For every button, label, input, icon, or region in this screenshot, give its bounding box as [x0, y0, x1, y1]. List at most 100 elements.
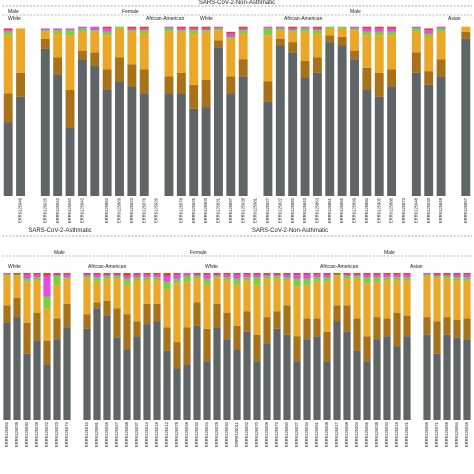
bar-segment	[403, 315, 411, 337]
bar-segment	[288, 42, 298, 53]
bar-segment	[164, 28, 174, 32]
bar-segment	[293, 273, 301, 275]
bar-segment	[443, 275, 451, 279]
bar-segment	[243, 273, 251, 275]
bar-segment	[53, 28, 63, 31]
bar-segment	[183, 281, 191, 328]
bar-segment	[53, 74, 63, 196]
bar-segment	[127, 28, 137, 31]
bar-segment	[123, 275, 131, 279]
bar-segment	[453, 280, 461, 321]
bar-segment	[3, 93, 13, 123]
bar-segment	[283, 273, 291, 275]
bar-segment	[53, 275, 61, 285]
bar-segment	[90, 52, 100, 67]
bar-segment	[90, 30, 100, 32]
bar-segment	[393, 346, 401, 420]
bar-segment	[300, 78, 310, 196]
bar-segment	[102, 26, 112, 29]
bar-segment	[53, 30, 63, 34]
bar-segment	[283, 274, 291, 278]
x-tick-label: ERR9126062	[4, 421, 9, 447]
bar-segment	[362, 28, 372, 32]
bar-segment	[233, 284, 241, 326]
x-tick-label: ERR9125869	[117, 197, 122, 223]
bottom-panel: SARS-CoV-2-Asthmatic SARS-CoV-2-Non-Asthm…	[2, 228, 472, 447]
bar-segment	[373, 277, 381, 282]
bar-segment	[103, 278, 111, 301]
bar-segment	[363, 274, 371, 278]
bar-segment	[424, 84, 434, 196]
bar-segment	[127, 86, 137, 196]
x-tick-label: ERR9125928	[240, 197, 245, 223]
bar-segment	[273, 278, 281, 312]
bar-segment	[127, 31, 137, 65]
bar-segment	[253, 334, 261, 362]
bar-segment	[77, 50, 87, 60]
x-tick-label: ERR9126064	[454, 421, 459, 447]
bar-segment	[436, 28, 446, 32]
x-tick-label: ERR9126024	[204, 421, 209, 447]
bar-segment	[133, 336, 141, 420]
bar-segment	[173, 274, 181, 279]
bar-segment	[183, 275, 191, 282]
bar-segment	[288, 30, 298, 32]
bar-segment	[411, 31, 421, 53]
bar-segment	[183, 273, 191, 276]
bar-segment	[387, 31, 397, 36]
bar-segment	[411, 26, 421, 29]
bar-segment	[436, 31, 446, 60]
bar-segment	[313, 277, 321, 282]
x-tick-label: ERR9125843	[302, 197, 307, 223]
bar-segment	[393, 277, 401, 281]
bar-segment	[353, 318, 361, 351]
bar-segment	[403, 280, 411, 316]
bar-segment	[374, 28, 384, 32]
bar-segment	[77, 28, 87, 32]
bar-segment	[343, 331, 351, 420]
bar-segment	[163, 273, 171, 276]
bar-segment	[176, 93, 186, 196]
race-group-label: White	[205, 264, 218, 270]
x-tick-label: ERR9126045	[464, 421, 469, 447]
x-tick-label: ERR9126072	[274, 421, 279, 447]
x-tick-label: ERR9126038	[374, 421, 379, 447]
bar-segment	[343, 278, 351, 306]
bar-segment	[201, 31, 211, 80]
bar-segment	[403, 336, 411, 420]
bar-segment	[133, 280, 141, 322]
bar-segment	[203, 278, 211, 285]
bar-segment	[153, 277, 161, 281]
bar-segment	[90, 26, 100, 31]
bar-segment	[243, 280, 251, 312]
bar-segment	[337, 26, 347, 29]
bar-segment	[303, 278, 311, 285]
bar-segment	[263, 101, 273, 196]
bar-segment	[226, 31, 236, 34]
bar-segment	[223, 339, 231, 420]
bar-segment	[65, 28, 75, 31]
bar-segment	[463, 277, 471, 281]
bar-segment	[63, 278, 71, 304]
bar-segment	[253, 274, 261, 278]
x-tick-label: ERR9126027	[294, 421, 299, 447]
bar-segment	[337, 36, 347, 46]
bar-segment	[238, 26, 248, 29]
bar-segment	[424, 33, 434, 37]
bar-segment	[253, 277, 261, 285]
race-group-label: Asian	[410, 264, 423, 270]
x-tick-label: ERR9126002	[244, 421, 249, 447]
bar-segment	[139, 33, 149, 70]
bar-segment	[3, 31, 13, 36]
bar-segment	[77, 31, 87, 51]
x-tick-label: ERR9126017	[334, 421, 339, 447]
x-tick-label: ERR9125822	[277, 197, 282, 223]
bar-segment	[16, 28, 26, 73]
bar-segment	[83, 328, 91, 420]
bar-segment	[115, 26, 124, 29]
bar-segment	[303, 274, 311, 279]
bar-segment	[173, 283, 181, 343]
bar-segment	[433, 273, 441, 275]
bar-segment	[453, 274, 461, 278]
